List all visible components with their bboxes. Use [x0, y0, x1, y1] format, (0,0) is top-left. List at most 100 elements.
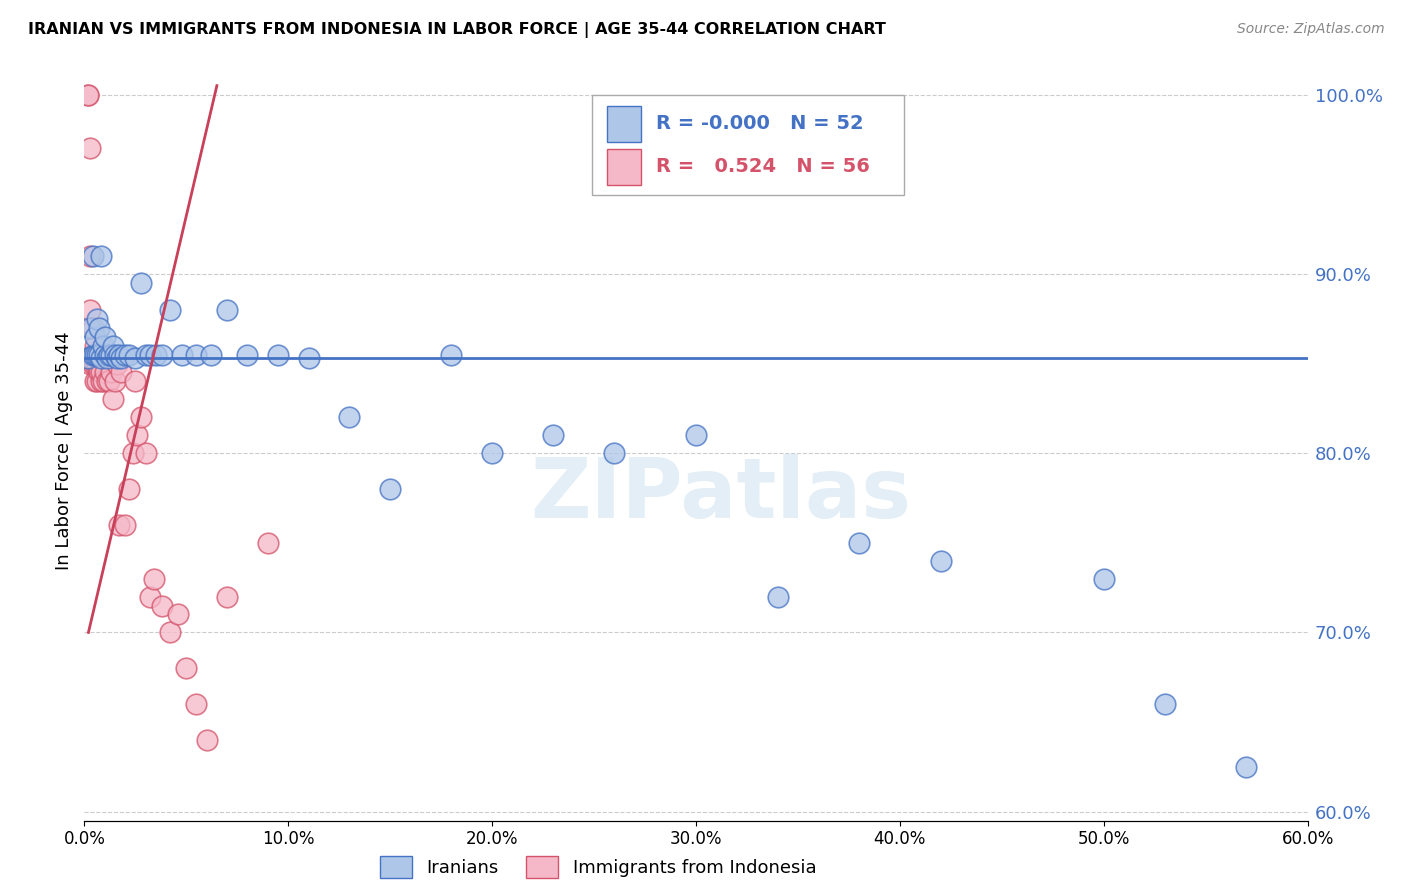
Point [200, 347, 222, 361]
Point [135, 347, 157, 361]
Point [100, 366, 122, 380]
Point [118, 347, 141, 361]
Point [685, 428, 707, 442]
Point [97, 375, 120, 389]
Point [172, 347, 194, 361]
Point [142, 572, 165, 586]
Point [1236, 760, 1258, 774]
Point [86, 311, 108, 326]
Point [86, 347, 108, 361]
Point [339, 410, 361, 425]
Point [195, 733, 218, 747]
Point [93, 351, 117, 366]
Point [79, 249, 101, 263]
Point [93, 329, 117, 343]
Point [87, 320, 110, 334]
Point [97, 347, 120, 361]
Point [236, 347, 259, 361]
Point [93, 347, 117, 361]
Point [110, 351, 132, 366]
Point [848, 535, 870, 549]
Point [440, 347, 463, 361]
Point [217, 302, 239, 317]
Point [82, 347, 104, 361]
Point [83, 347, 105, 361]
FancyBboxPatch shape [606, 106, 641, 142]
Point [104, 347, 127, 361]
Point [127, 428, 149, 442]
Point [380, 482, 402, 496]
Point [114, 517, 136, 532]
Point [90, 351, 112, 366]
Point [77, 87, 100, 102]
Point [150, 347, 173, 361]
Point [108, 347, 131, 361]
Point [929, 554, 952, 568]
Point [257, 535, 280, 549]
Text: R = -0.000   N = 52: R = -0.000 N = 52 [655, 113, 863, 133]
Point [186, 697, 208, 711]
Point [90, 249, 112, 263]
Point [131, 276, 153, 290]
Point [90, 366, 112, 380]
Point [83, 347, 105, 361]
Point [90, 347, 112, 361]
Point [96, 347, 118, 361]
Point [186, 347, 208, 361]
Point [86, 357, 108, 371]
Point [110, 366, 132, 380]
Point [298, 351, 321, 366]
Point [83, 357, 105, 371]
Point [79, 357, 101, 371]
Point [267, 347, 290, 361]
Point [82, 357, 104, 371]
Point [77, 87, 100, 102]
Point [86, 375, 108, 389]
Point [82, 249, 104, 263]
Point [138, 347, 160, 361]
Point [1092, 572, 1115, 586]
Point [91, 338, 114, 352]
FancyBboxPatch shape [592, 95, 904, 195]
Point [114, 347, 136, 361]
Point [138, 590, 160, 604]
Point [145, 347, 167, 361]
Point [766, 590, 789, 604]
Point [159, 625, 181, 640]
Point [82, 320, 104, 334]
Point [91, 347, 114, 361]
Point [167, 607, 190, 622]
Point [79, 141, 101, 155]
Point [86, 347, 108, 361]
Point [124, 375, 146, 389]
Point [543, 428, 565, 442]
Point [77, 351, 100, 366]
Point [91, 375, 114, 389]
Point [217, 590, 239, 604]
Point [83, 338, 105, 352]
Point [87, 351, 110, 366]
Text: Source: ZipAtlas.com: Source: ZipAtlas.com [1237, 22, 1385, 37]
Point [101, 392, 124, 407]
Point [104, 375, 127, 389]
Point [82, 347, 104, 361]
Point [93, 366, 117, 380]
Point [82, 347, 104, 361]
Point [105, 357, 128, 371]
Legend: Iranians, Immigrants from Indonesia: Iranians, Immigrants from Indonesia [373, 849, 824, 886]
Point [159, 302, 181, 317]
Point [481, 446, 503, 460]
Point [135, 446, 157, 460]
Point [96, 375, 118, 389]
Point [90, 375, 112, 389]
Point [87, 347, 110, 361]
Point [101, 338, 124, 352]
Point [176, 661, 198, 675]
Point [118, 482, 141, 496]
Point [83, 329, 105, 343]
Point [96, 351, 118, 366]
Point [97, 347, 120, 361]
Point [100, 347, 122, 361]
Point [83, 375, 105, 389]
Point [87, 366, 110, 380]
